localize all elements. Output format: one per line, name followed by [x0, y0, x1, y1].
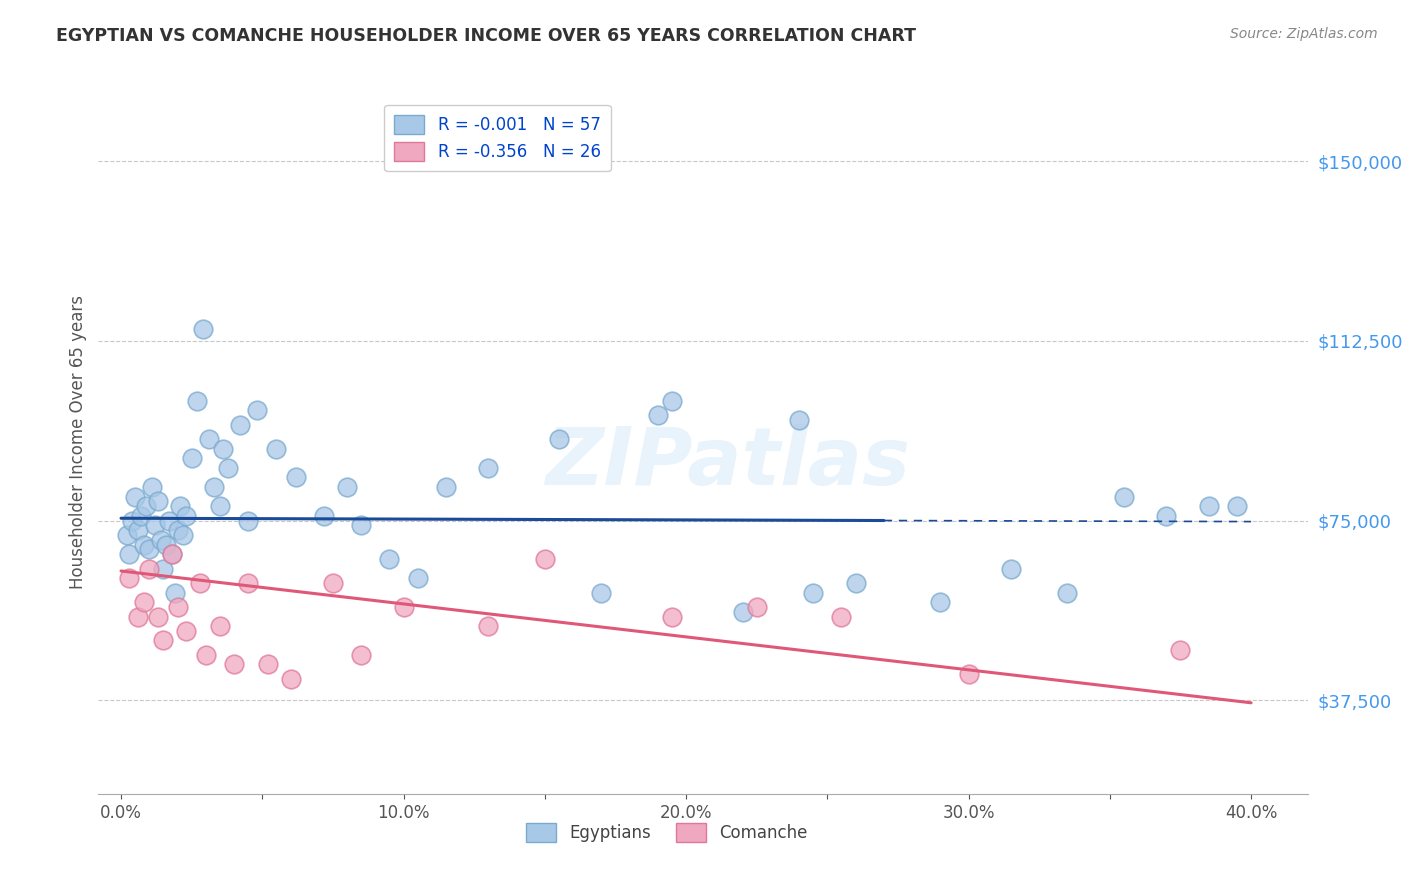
- Point: [146, 494, 169, 508]
- Point: [477, 461, 499, 475]
- Point: [129, 508, 152, 523]
- Point: [246, 403, 269, 417]
- Point: [477, 619, 499, 633]
- Point: [378, 552, 401, 566]
- Point: [169, 500, 191, 514]
- Point: [138, 561, 160, 575]
- Point: [163, 585, 186, 599]
- Point: [194, 648, 217, 662]
- Point: [434, 480, 457, 494]
- Point: [166, 599, 188, 614]
- Point: [236, 576, 259, 591]
- Point: [1156, 508, 1178, 523]
- Point: [127, 609, 149, 624]
- Point: [845, 576, 868, 591]
- Point: [1056, 585, 1078, 599]
- Point: [172, 528, 194, 542]
- Point: [115, 528, 138, 542]
- Point: [188, 576, 211, 591]
- Point: [228, 417, 250, 432]
- Point: [731, 605, 754, 619]
- Point: [174, 508, 197, 523]
- Point: [236, 514, 259, 528]
- Point: [1226, 500, 1249, 514]
- Point: [121, 514, 143, 528]
- Text: Source: ZipAtlas.com: Source: ZipAtlas.com: [1230, 27, 1378, 41]
- Point: [1112, 490, 1135, 504]
- Point: [174, 624, 197, 638]
- Text: EGYPTIAN VS COMANCHE HOUSEHOLDER INCOME OVER 65 YEARS CORRELATION CHART: EGYPTIAN VS COMANCHE HOUSEHOLDER INCOME …: [56, 27, 917, 45]
- Point: [222, 657, 245, 672]
- Text: ZIPatlas: ZIPatlas: [544, 424, 910, 501]
- Point: [957, 667, 980, 681]
- Point: [118, 547, 141, 561]
- Point: [285, 470, 308, 484]
- Point: [124, 490, 146, 504]
- Point: [647, 408, 669, 422]
- Point: [132, 538, 155, 552]
- Point: [186, 393, 208, 408]
- Point: [127, 523, 149, 537]
- Point: [266, 442, 288, 456]
- Point: [548, 432, 571, 446]
- Point: [533, 552, 555, 566]
- Point: [143, 518, 166, 533]
- Legend: Egyptians, Comanche: Egyptians, Comanche: [519, 816, 814, 849]
- Point: [280, 672, 302, 686]
- Point: [160, 547, 183, 561]
- Point: [830, 609, 852, 624]
- Point: [787, 413, 810, 427]
- Point: [208, 500, 231, 514]
- Point: [166, 523, 188, 537]
- Point: [1198, 500, 1220, 514]
- Point: [929, 595, 952, 609]
- Point: [132, 595, 155, 609]
- Point: [118, 571, 141, 585]
- Y-axis label: Householder Income Over 65 years: Householder Income Over 65 years: [69, 294, 87, 589]
- Point: [392, 599, 415, 614]
- Point: [336, 480, 359, 494]
- Point: [257, 657, 280, 672]
- Point: [197, 432, 219, 446]
- Point: [406, 571, 429, 585]
- Point: [217, 461, 239, 475]
- Point: [160, 547, 183, 561]
- Point: [322, 576, 344, 591]
- Point: [146, 609, 169, 624]
- Point: [141, 480, 163, 494]
- Point: [157, 514, 180, 528]
- Point: [314, 508, 336, 523]
- Point: [149, 533, 172, 547]
- Point: [155, 538, 177, 552]
- Point: [202, 480, 225, 494]
- Point: [180, 451, 202, 466]
- Point: [1000, 561, 1022, 575]
- Point: [135, 500, 157, 514]
- Point: [152, 633, 174, 648]
- Point: [591, 585, 613, 599]
- Point: [191, 322, 214, 336]
- Point: [661, 609, 683, 624]
- Point: [350, 648, 373, 662]
- Point: [1170, 643, 1192, 657]
- Point: [801, 585, 824, 599]
- Point: [661, 393, 683, 408]
- Point: [152, 561, 174, 575]
- Point: [745, 599, 768, 614]
- Point: [211, 442, 233, 456]
- Point: [350, 518, 373, 533]
- Point: [208, 619, 231, 633]
- Point: [138, 542, 160, 557]
